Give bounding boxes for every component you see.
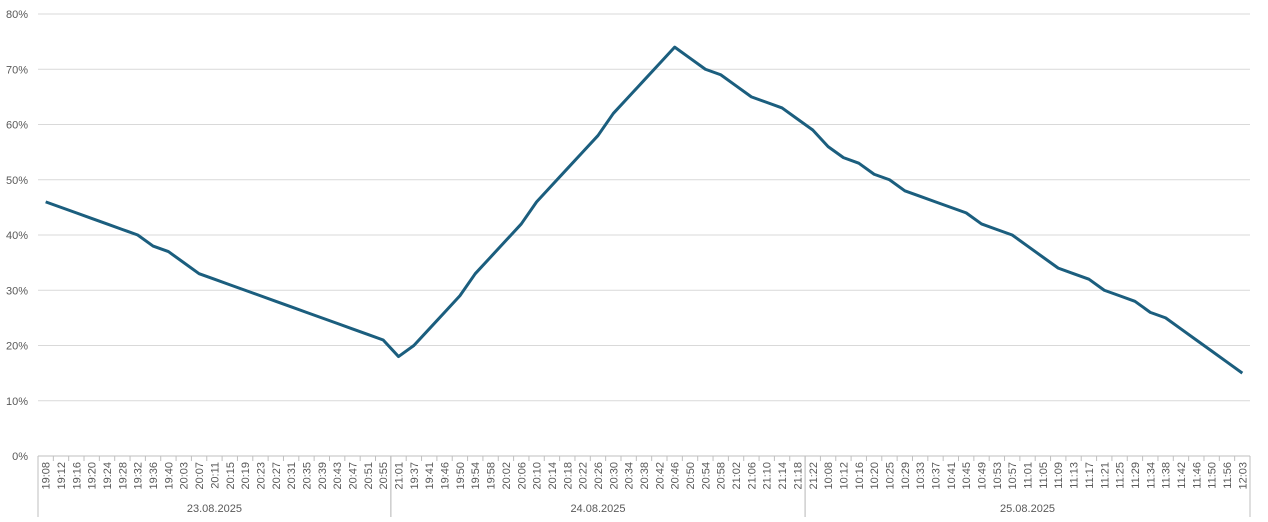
x-tick-label: 20:11 [209, 462, 221, 489]
y-tick-label: 40% [6, 230, 28, 242]
x-tick-label: 10:25 [884, 462, 896, 490]
x-tick-label: 11:05 [1038, 462, 1050, 489]
x-tick-label: 20:14 [547, 462, 559, 490]
x-tick-label: 19:12 [56, 462, 68, 490]
y-tick-label: 50% [6, 175, 28, 187]
x-tick-label: 20:27 [271, 462, 283, 490]
x-tick-label: 20:10 [532, 462, 544, 490]
x-tick-label: 10:49 [977, 462, 989, 490]
x-tick-label: 10:33 [915, 462, 927, 490]
x-tick-label: 20:46 [670, 462, 682, 490]
x-tick-label: 19:54 [470, 462, 482, 490]
x-tick-label: 11:09 [1053, 462, 1065, 489]
x-tick-label: 19:58 [486, 462, 498, 490]
x-tick-label: 10:20 [869, 462, 881, 490]
x-tick-label: 19:24 [102, 462, 114, 490]
x-tick-label: 11:56 [1222, 462, 1234, 489]
x-tick-label: 20:18 [562, 462, 574, 490]
x-tick-label: 10:08 [823, 462, 835, 490]
x-tick-label: 12:03 [1237, 462, 1249, 490]
x-tick-label: 21:01 [394, 462, 406, 490]
x-tick-label: 21:02 [731, 462, 743, 490]
x-tick-label: 20:07 [194, 462, 206, 490]
data-line [45, 45, 1244, 375]
x-tick-label: 10:37 [930, 462, 942, 490]
x-tick-label: 11:42 [1176, 462, 1188, 489]
x-tick-label: 11:29 [1130, 462, 1142, 489]
x-tick-label: 20:26 [593, 462, 605, 490]
x-tick-label: 20:47 [348, 462, 360, 490]
x-tick-label: 10:57 [1007, 462, 1019, 490]
x-tick-label: 20:58 [716, 462, 728, 490]
x-tick-label: 19:37 [409, 462, 421, 490]
x-tick-label: 19:50 [455, 462, 467, 490]
x-tick-label: 11:38 [1161, 462, 1173, 489]
y-tick-label: 20% [6, 341, 28, 353]
x-tick-label: 20:54 [700, 462, 712, 490]
x-tick-label: 10:41 [946, 462, 958, 490]
x-tick-label: 20:55 [378, 462, 390, 490]
x-tick-label: 11:17 [1084, 462, 1096, 489]
x-tick-label: 19:46 [440, 462, 452, 490]
x-tick-label: 20:39 [317, 462, 329, 490]
x-tick-label: 10:16 [854, 462, 866, 490]
x-tick-label: 20:19 [240, 462, 252, 490]
x-tick-label: 20:22 [578, 462, 590, 490]
y-tick-label: 80% [6, 9, 28, 21]
x-tick-label: 10:45 [961, 462, 973, 490]
x-tick-label: 20:02 [501, 462, 513, 490]
y-tick-label: 60% [6, 120, 28, 132]
x-tick-label: 11:13 [1069, 462, 1081, 489]
x-tick-label: 20:43 [332, 462, 344, 490]
group-label: 25.08.2025 [1000, 503, 1055, 515]
x-tick-label: 21:22 [808, 462, 820, 490]
x-tick-label: 11:46 [1191, 462, 1203, 489]
x-tick-label: 11:50 [1207, 462, 1219, 489]
x-tick-label: 19:28 [117, 462, 129, 490]
x-tick-label: 11:01 [1023, 462, 1035, 489]
x-tick-label: 21:10 [762, 462, 774, 490]
x-tick-label: 20:34 [624, 462, 636, 490]
x-tick-label: 20:50 [685, 462, 697, 490]
x-tick-label: 20:06 [516, 462, 528, 490]
x-tick-label: 19:32 [133, 462, 145, 490]
x-tick-label: 11:21 [1099, 462, 1111, 489]
x-tick-label: 20:03 [179, 462, 191, 490]
x-tick-label: 20:30 [608, 462, 620, 490]
x-tick-label: 19:08 [41, 462, 53, 490]
x-tick-label: 21:18 [792, 462, 804, 490]
y-tick-label: 30% [6, 285, 28, 297]
x-tick-label: 10:29 [900, 462, 912, 490]
x-tick-label: 20:51 [363, 462, 375, 490]
x-tick-label: 20:38 [639, 462, 651, 490]
x-tick-label: 11:25 [1115, 462, 1127, 489]
x-tick-label: 20:31 [286, 462, 298, 490]
x-tick-label: 10:53 [992, 462, 1004, 490]
x-tick-label: 19:41 [424, 462, 436, 490]
x-tick-label: 20:42 [654, 462, 666, 490]
y-tick-label: 0% [12, 451, 28, 463]
x-tick-label: 20:15 [225, 462, 237, 490]
x-tick-label: 10:12 [838, 462, 850, 490]
x-tick-label: 20:35 [301, 462, 313, 490]
x-tick-label: 19:40 [163, 462, 175, 490]
x-tick-label: 19:36 [148, 462, 160, 490]
x-tick-label: 11:34 [1145, 462, 1157, 489]
group-label: 24.08.2025 [570, 503, 625, 515]
x-tick-label: 21:14 [777, 462, 789, 490]
y-tick-label: 70% [6, 64, 28, 76]
x-tick-label: 20:23 [255, 462, 267, 490]
x-tick-label: 19:20 [87, 462, 99, 490]
x-tick-label: 19:16 [71, 462, 83, 490]
group-label: 23.08.2025 [187, 503, 242, 515]
y-tick-label: 10% [6, 396, 28, 408]
x-tick-label: 21:06 [746, 462, 758, 490]
